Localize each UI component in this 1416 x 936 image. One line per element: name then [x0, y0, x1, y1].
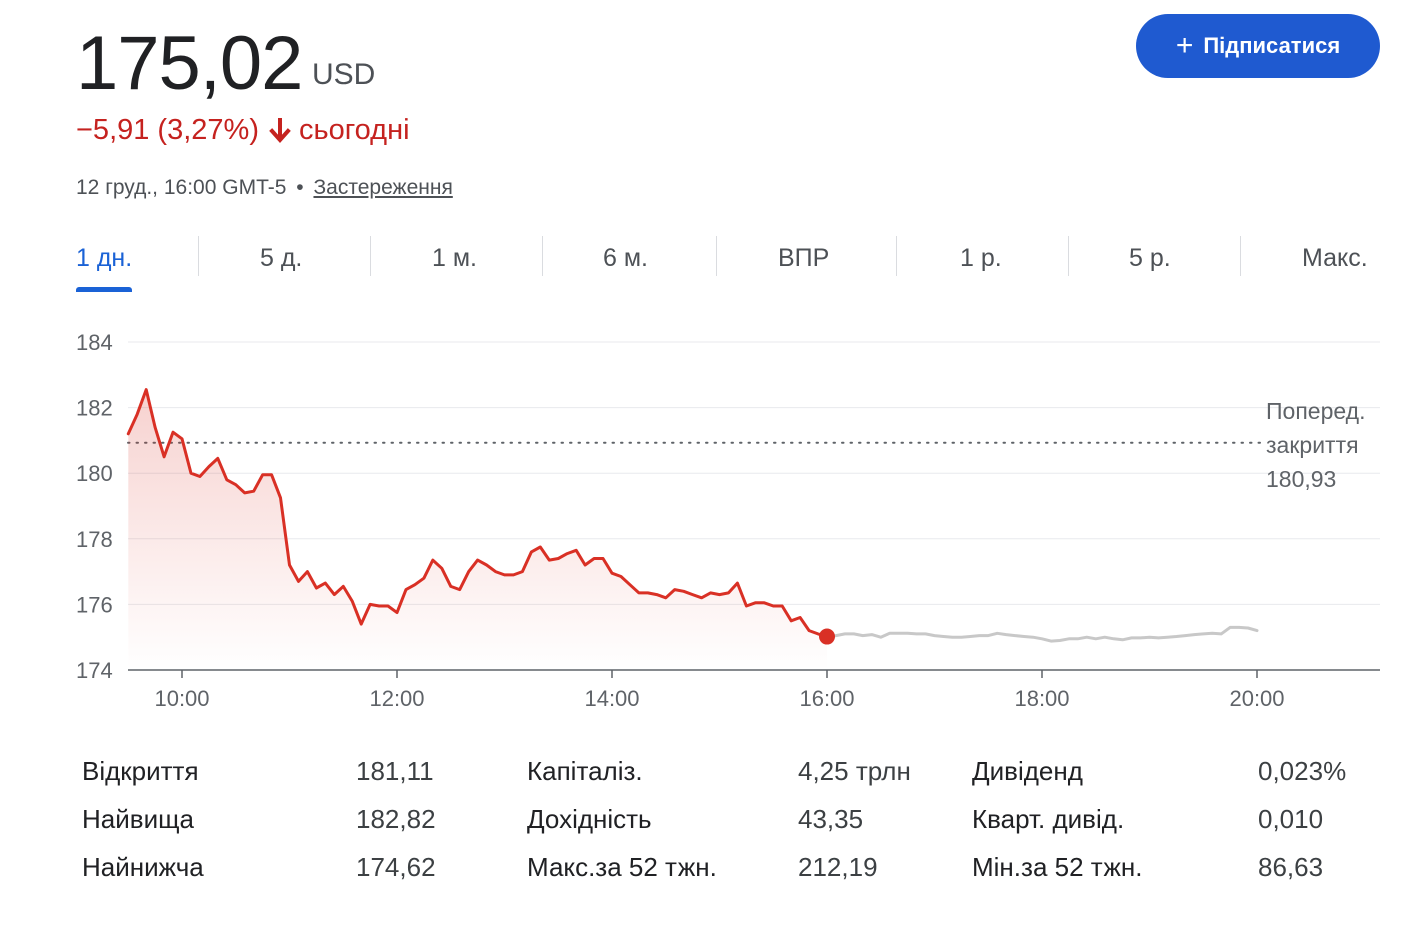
tab-label: 1 м.: [432, 244, 477, 272]
previous-close-label-line2: закриття: [1266, 432, 1359, 458]
tab-divider: [1068, 236, 1069, 276]
after-hours-line: [825, 625, 1259, 643]
tab-divider: [1240, 236, 1241, 276]
tab-divider: [370, 236, 371, 276]
y-tick-label: 176: [76, 592, 113, 617]
current-price: 175,02: [76, 21, 303, 106]
x-tick-label: 14:00: [584, 686, 639, 711]
tab-1-month[interactable]: 1 м.: [432, 232, 477, 288]
disclaimer-link[interactable]: Застереження: [313, 176, 453, 199]
stat-value: 43,35: [798, 804, 864, 834]
y-tick-label: 180: [76, 461, 113, 486]
meta-separator: •: [296, 176, 304, 199]
tab-5-days[interactable]: 5 д.: [260, 232, 302, 288]
x-tick-label: 10:00: [154, 686, 209, 711]
previous-close-label: Поперед. закриття 180,93: [1266, 394, 1365, 496]
series-layer: [126, 388, 1259, 670]
y-tick-label: 178: [76, 527, 113, 552]
tab-1-year[interactable]: 1 р.: [960, 232, 1002, 288]
tab-label: 5 р.: [1129, 244, 1171, 272]
stat-label: Відкриття: [82, 756, 199, 786]
x-tick-label: 18:00: [1014, 686, 1069, 711]
series-area-fill: [128, 389, 828, 670]
stat-label: Мін.за 52 тжн.: [972, 852, 1143, 882]
tab-ytd[interactable]: ВПР: [778, 232, 829, 288]
timestamp: 12 груд., 16:00 GMT-5: [76, 176, 287, 199]
y-tick-label: 184: [76, 330, 113, 355]
plus-icon: +: [1175, 29, 1194, 62]
close-point-marker: [819, 628, 835, 645]
tab-6-months[interactable]: 6 м.: [603, 232, 648, 288]
stat-label: Капіталіз.: [527, 756, 643, 786]
tab-label: 6 м.: [603, 244, 648, 272]
tab-divider: [198, 236, 199, 276]
stat-value: 0,023%: [1258, 756, 1347, 786]
price-chart[interactable]: 174 176 178 180 182 184 10:00 12:00 14:00 16:00 18…: [0, 320, 1416, 720]
tab-label: 1 дн.: [76, 244, 133, 272]
follow-button-label: Підписатися: [1203, 33, 1341, 58]
change-value: −5,91 (3,27%): [76, 114, 259, 146]
tab-label: Макс.: [1302, 244, 1368, 272]
previous-close-value: 180,93: [1266, 466, 1337, 492]
stat-value: 86,63: [1258, 852, 1324, 882]
stat-label: Найвища: [82, 804, 194, 834]
tab-max[interactable]: Макс.: [1302, 232, 1368, 288]
price-change: −5,91 (3,27%) сьогодні: [76, 114, 410, 147]
range-tabs: 1 дн. 5 д. 1 м. 6 м. ВПР 1 р. 5 р. Макс.: [76, 232, 1380, 292]
x-tick-label: 20:00: [1229, 686, 1284, 711]
stat-value: 4,25 трлн: [798, 756, 911, 786]
quote-meta: 12 груд., 16:00 GMT-5 • Застереження: [76, 176, 453, 200]
follow-button[interactable]: + Підписатися: [1136, 14, 1380, 78]
stat-label: Дивіденд: [972, 756, 1083, 786]
active-tab-indicator: [76, 287, 133, 292]
x-tick-label: 16:00: [799, 686, 854, 711]
tab-label: ВПР: [778, 244, 830, 272]
tab-label: 5 д.: [260, 244, 303, 272]
stat-value: 181,11: [356, 756, 434, 786]
stat-label: Дохідність: [527, 804, 652, 834]
stat-value: 212,19: [798, 852, 878, 882]
axis-ticks: 174 176 178 180 182 184 10:00 12:00 14:00 16:00 18…: [76, 330, 1285, 711]
tab-label: 1 р.: [960, 244, 1002, 272]
stat-label: Найнижча: [82, 852, 204, 882]
previous-close-label-line1: Поперед.: [1266, 398, 1366, 424]
arrow-down-icon: [269, 117, 291, 143]
tab-5-years[interactable]: 5 р.: [1129, 232, 1171, 288]
stat-value: 0,010: [1258, 804, 1324, 834]
y-tick-label: 174: [76, 658, 113, 683]
stat-label: Кварт. дивід.: [972, 804, 1125, 834]
y-tick-label: 182: [76, 396, 113, 421]
stat-value: 174,62: [356, 852, 436, 882]
currency-label: USD: [312, 58, 376, 91]
tab-divider: [542, 236, 543, 276]
x-tick-label: 12:00: [369, 686, 424, 711]
change-suffix: сьогодні: [298, 114, 410, 146]
stat-label: Макс.за 52 тжн.: [527, 852, 717, 882]
tab-1-day[interactable]: 1 дн.: [76, 232, 133, 292]
price-line: [126, 388, 829, 638]
tab-divider: [896, 236, 897, 276]
tab-divider: [716, 236, 717, 276]
stat-value: 182,82: [356, 804, 436, 834]
